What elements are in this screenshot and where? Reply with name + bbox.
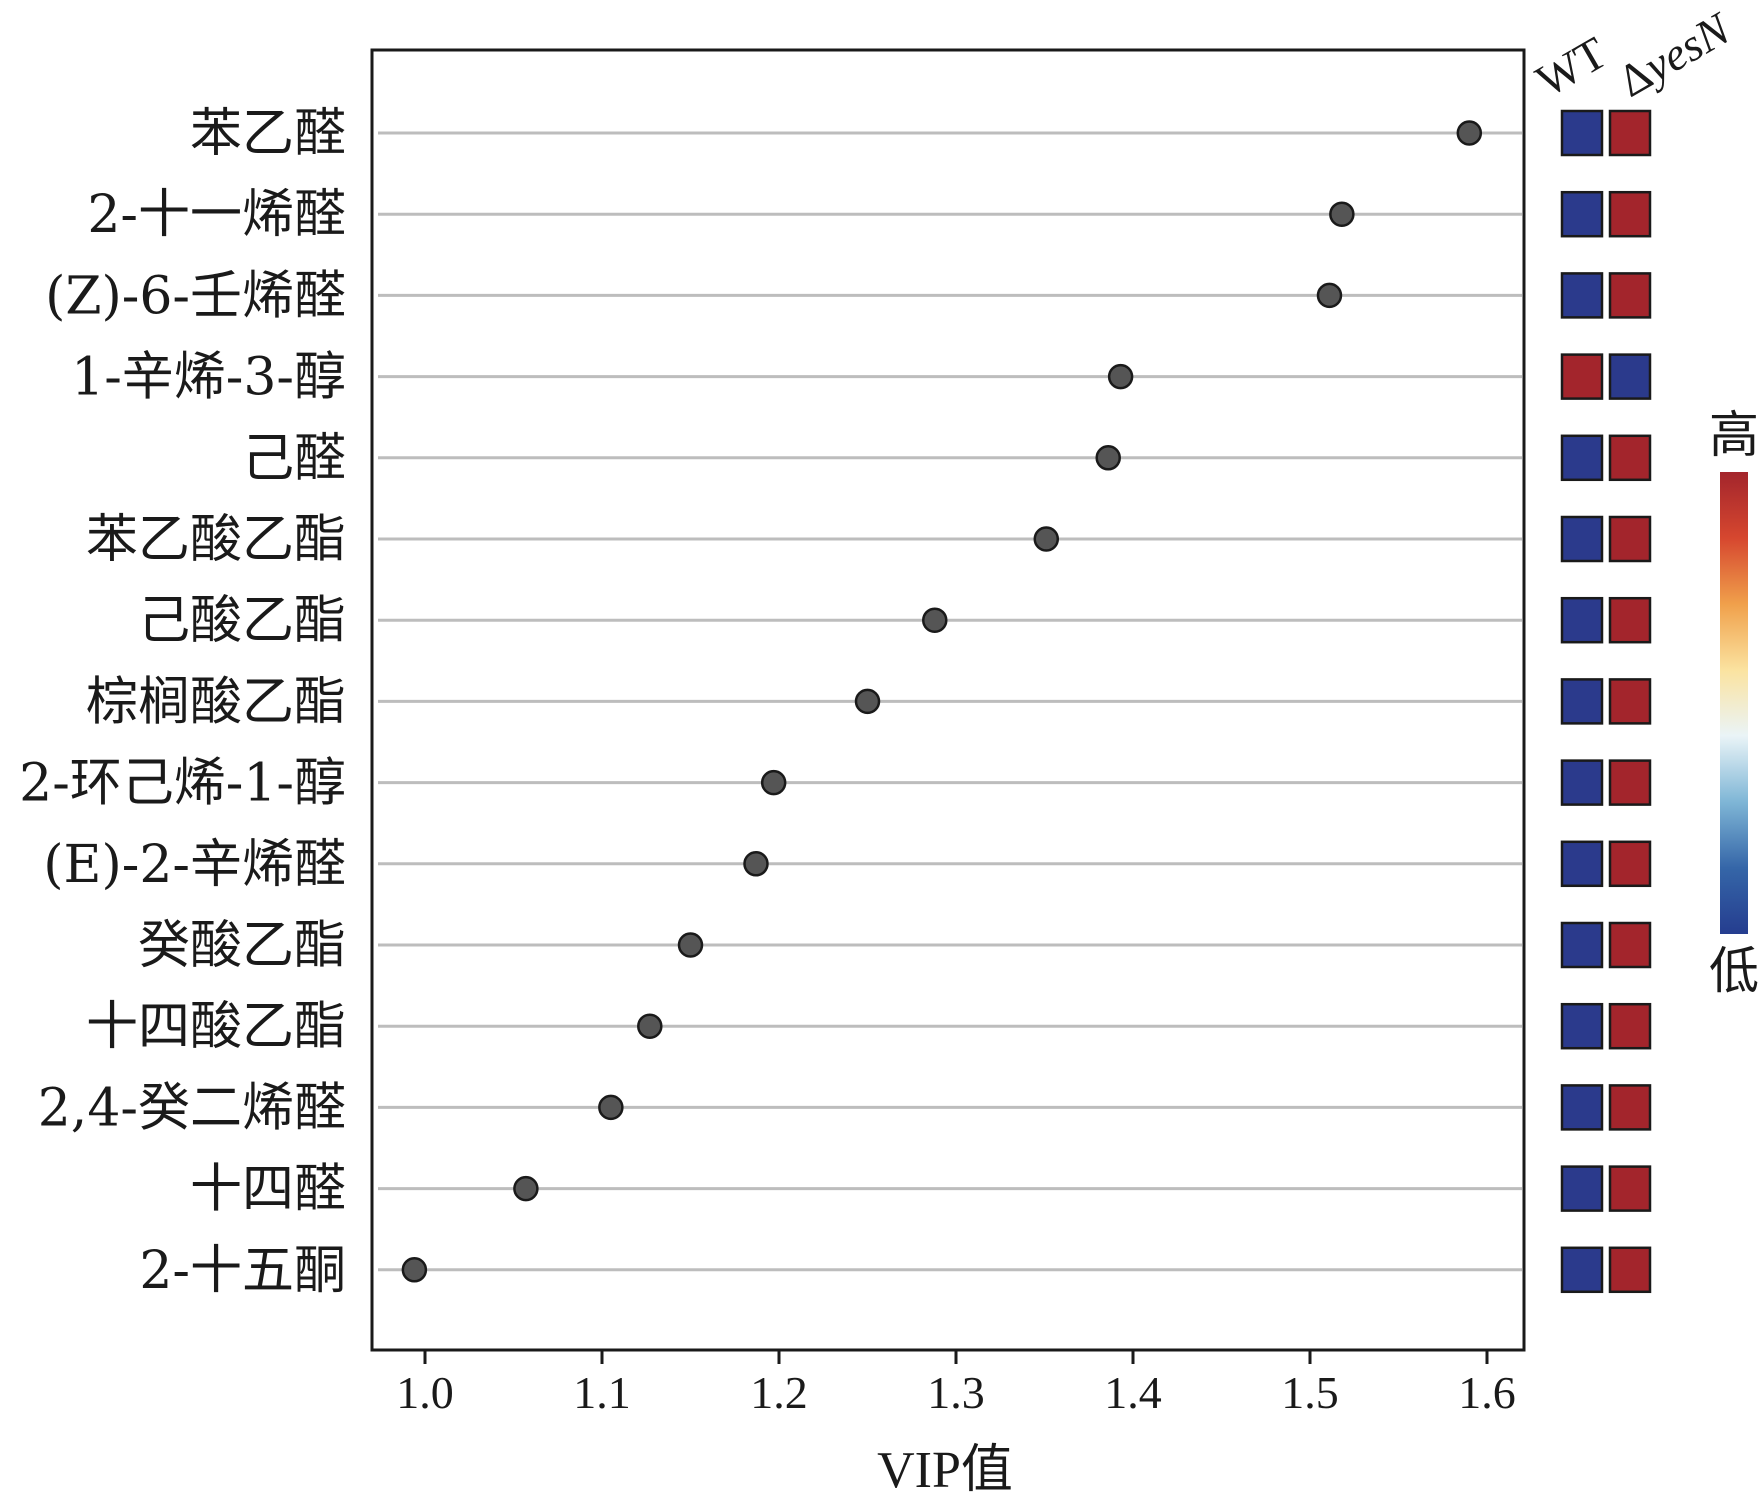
x-tick-label: 1.3 xyxy=(927,1367,985,1418)
data-point xyxy=(760,769,787,796)
heatmap-cell xyxy=(1608,678,1652,725)
x-tick-label: 1.1 xyxy=(573,1367,631,1418)
colorbar: 高低 xyxy=(1709,406,1759,1000)
colorbar-high-label: 高 xyxy=(1709,406,1759,464)
category-label: (E)-2-辛烯醛 xyxy=(43,835,346,895)
heatmap-cells xyxy=(1560,109,1652,1294)
heatmap-column-header: ΔyesN xyxy=(1610,2,1741,107)
heatmap-cell xyxy=(1560,272,1604,319)
x-tick-label: 1.2 xyxy=(750,1367,808,1418)
data-point xyxy=(1316,282,1343,309)
category-label: (Z)-6-壬烯醛 xyxy=(45,266,346,326)
category-label: 十四酸乙酯 xyxy=(86,997,346,1057)
gridlines xyxy=(378,131,1522,1272)
x-axis-ticks: 1.0 1.1 1.2 1.3 1.4 1.5 1.6 xyxy=(396,1350,1516,1418)
data-point xyxy=(922,607,948,633)
heatmap-cell xyxy=(1608,353,1652,400)
data-point xyxy=(598,1094,624,1121)
heatmap-cell xyxy=(1608,840,1652,888)
data-point xyxy=(637,1013,663,1039)
data-point xyxy=(513,1175,539,1202)
heatmap-cell xyxy=(1560,921,1604,969)
heatmap-cell xyxy=(1608,1002,1652,1050)
heatmap-cell xyxy=(1560,678,1604,725)
heatmap-cell xyxy=(1560,353,1604,400)
category-label: 苯乙酸乙酯 xyxy=(86,510,346,570)
category-label: 1-辛烯-3-醇 xyxy=(71,348,346,408)
heatmap-cell xyxy=(1560,1246,1604,1294)
heatmap-cell xyxy=(1560,1165,1604,1212)
category-label: 棕榈酸乙酯 xyxy=(86,672,346,732)
category-label: 己醛 xyxy=(242,429,346,489)
data-point xyxy=(854,688,881,715)
data-points xyxy=(401,120,1483,1283)
heatmap-cell xyxy=(1608,921,1652,969)
data-point xyxy=(1456,120,1483,146)
colorbar-gradient xyxy=(1720,472,1748,934)
heatmap-cell xyxy=(1560,1084,1604,1131)
x-axis-title: VIP值 xyxy=(877,1442,1013,1493)
x-tick-label: 1.4 xyxy=(1104,1367,1162,1418)
heatmap-cell xyxy=(1608,272,1652,319)
heatmap-column-header: WT xyxy=(1528,27,1615,107)
category-label: 2-环己烯-1-醇 xyxy=(19,754,346,814)
x-tick-label: 1.0 xyxy=(396,1367,454,1418)
category-label: 2,4-癸二烯醛 xyxy=(38,1078,346,1138)
heatmap-cell xyxy=(1608,515,1652,563)
heatmap-cell xyxy=(1560,515,1604,563)
category-label: 己酸乙酯 xyxy=(138,591,346,651)
heatmap-cell xyxy=(1560,840,1604,888)
data-point xyxy=(1095,445,1121,471)
heatmap-cell xyxy=(1608,1246,1652,1294)
category-label: 苯乙醛 xyxy=(190,104,346,164)
heatmap-cell xyxy=(1608,759,1652,806)
category-label: 2-十五酮 xyxy=(139,1241,346,1301)
plot-frame xyxy=(370,48,1526,1352)
data-point xyxy=(1329,201,1355,227)
category-label: 癸酸乙酯 xyxy=(138,916,346,976)
heatmap-cell xyxy=(1560,434,1604,482)
category-labels: 苯乙醛 2-十一烯醛 (Z)-6-壬烯醛 1-辛烯-3-醇己醛苯乙酸乙酯己酸乙酯棕榈酸… xyxy=(19,104,346,1301)
heatmap-cell xyxy=(1560,190,1604,238)
data-point xyxy=(1033,526,1060,552)
data-point xyxy=(401,1257,428,1283)
x-tick-label: 1.5 xyxy=(1281,1367,1339,1418)
x-tick-label: 1.6 xyxy=(1458,1367,1516,1418)
heatmap-cell xyxy=(1608,109,1652,157)
category-label: 2-十一烯醛 xyxy=(87,185,346,245)
heatmap-cell xyxy=(1608,1084,1652,1131)
heatmap-cell xyxy=(1560,596,1604,644)
data-point xyxy=(677,932,704,958)
heatmap-cell xyxy=(1608,434,1652,482)
heatmap-cell xyxy=(1608,1165,1652,1212)
plot-border xyxy=(370,48,1526,1352)
data-point xyxy=(1107,363,1134,390)
heatmap-cell xyxy=(1560,1002,1604,1050)
category-label: 十四醛 xyxy=(190,1160,346,1220)
data-point xyxy=(743,851,769,877)
heatmap-cell xyxy=(1608,596,1652,644)
heatmap-cell xyxy=(1608,190,1652,238)
colorbar-low-label: 低 xyxy=(1709,942,1759,1000)
heatmap-cell xyxy=(1560,109,1604,157)
heatmap-cell xyxy=(1560,759,1604,806)
